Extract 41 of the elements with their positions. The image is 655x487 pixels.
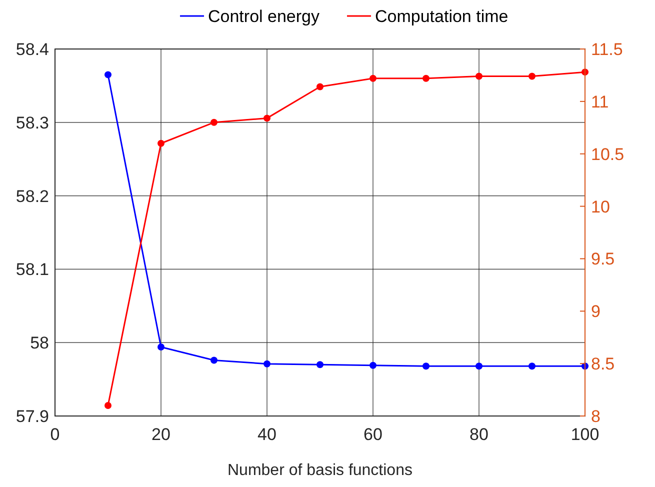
y-tick-label: 58.3 [16, 113, 49, 132]
point [528, 72, 536, 80]
y-tick-label: 58.4 [16, 40, 49, 59]
y2-tick-label: 8.5 [591, 354, 615, 374]
y2-tick-label: 8 [591, 407, 600, 426]
point [528, 362, 536, 370]
point [370, 74, 376, 82]
point [316, 361, 324, 368]
point [210, 356, 218, 364]
y2-tick-label: 9 [591, 302, 600, 322]
x-tick-label: 0 [50, 425, 60, 444]
point [158, 140, 164, 147]
point [104, 402, 112, 410]
x-tick-label: 60 [364, 425, 382, 444]
x-tick-label: 80 [470, 425, 488, 444]
y2-tick-label: 9.5 [591, 250, 615, 269]
point [264, 114, 270, 122]
y2-tick-label: 11.5 [591, 40, 623, 59]
y2-tick-label: 11 [591, 92, 609, 112]
y-tick-label: 58.1 [16, 260, 49, 280]
point [264, 360, 270, 368]
legend-label: Control energy [208, 7, 320, 26]
x-tick-label: 100 [570, 425, 600, 444]
point [476, 362, 482, 370]
point [370, 362, 376, 369]
point [316, 83, 324, 90]
point [422, 74, 430, 82]
y-tick-label: 58.2 [16, 186, 49, 206]
y-tick-label: 57.9 [16, 407, 49, 426]
point [104, 71, 112, 78]
point [422, 362, 430, 370]
point [476, 72, 482, 80]
y2-tick-label: 10 [591, 197, 610, 216]
y2-tick-label: 10.5 [591, 144, 624, 164]
x-tick-label: 40 [258, 425, 276, 444]
x-axis-title: Number of basis functions [228, 462, 412, 479]
y-tick-label: 58 [30, 334, 49, 353]
point [158, 344, 164, 351]
point [210, 118, 218, 126]
x-tick-label: 20 [152, 425, 170, 444]
legend-label: Computation time [375, 7, 508, 26]
